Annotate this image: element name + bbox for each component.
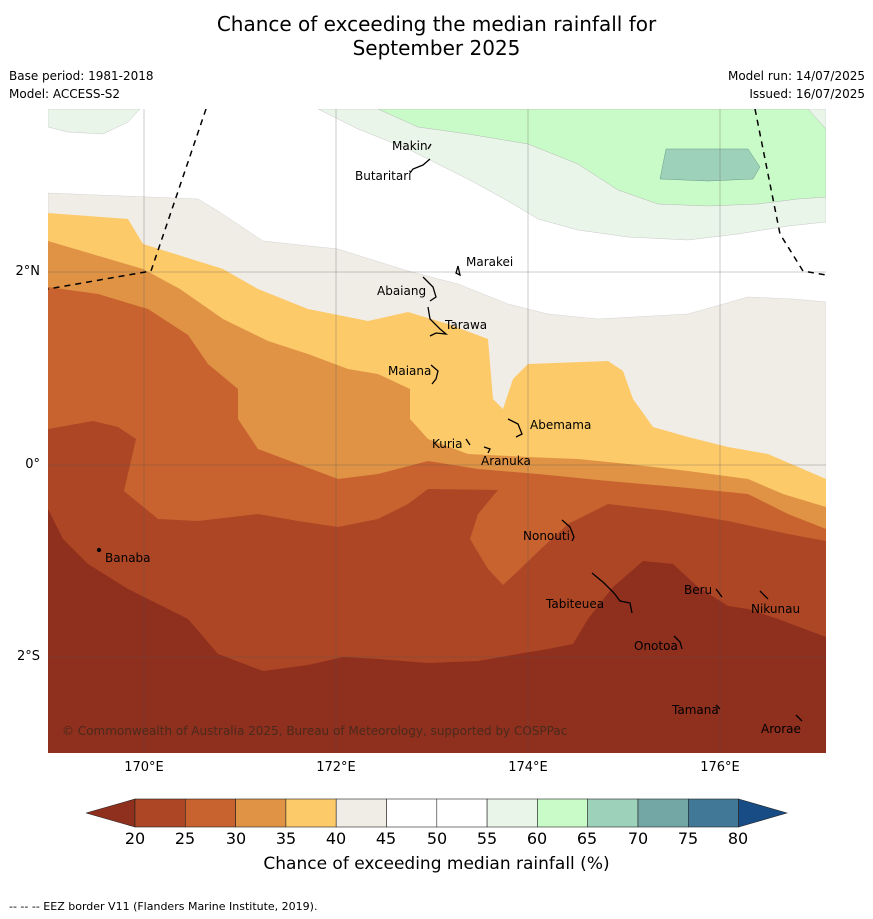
map-svg bbox=[48, 109, 826, 753]
lon-label-170: 170°E bbox=[124, 760, 164, 775]
lat-label-0: 0° bbox=[25, 457, 40, 472]
label-tamana: Tamana bbox=[672, 703, 719, 717]
base-period: Base period: 1981-2018 bbox=[9, 69, 154, 83]
island-nikunau bbox=[759, 590, 769, 600]
meta-left: Base period: 1981-2018 Model: ACCESS-S2 bbox=[9, 67, 154, 103]
island-nonouti bbox=[561, 519, 575, 542]
label-marakei: Marakei bbox=[466, 255, 514, 269]
island-maiana bbox=[430, 364, 439, 385]
band-55-60-west bbox=[48, 109, 141, 135]
colorbar-70-75 bbox=[637, 798, 689, 828]
island-tamana bbox=[715, 704, 721, 710]
cb-tick-25: 25 bbox=[174, 829, 196, 848]
label-banaba: Banaba bbox=[105, 551, 151, 565]
colorbar-below-20 bbox=[84, 798, 136, 828]
label-aranuka: Aranuka bbox=[481, 454, 531, 468]
colorbar-40-45 bbox=[335, 798, 387, 828]
colorbar-75-80 bbox=[687, 798, 739, 828]
colorbar-above-80 bbox=[738, 798, 789, 828]
cb-tick-60: 60 bbox=[526, 829, 548, 848]
label-maiana: Maiana bbox=[388, 364, 432, 378]
colorbar-45-50 bbox=[386, 798, 438, 828]
band-60-65 bbox=[377, 109, 826, 207]
colorbar-60-65 bbox=[537, 798, 588, 828]
island-abaiang bbox=[422, 276, 437, 302]
island-tabiteuea bbox=[591, 572, 633, 614]
model-name: Model: ACCESS-S2 bbox=[9, 87, 121, 101]
label-abaiang: Abaiang bbox=[377, 284, 427, 298]
cb-tick-70: 70 bbox=[627, 829, 649, 848]
island-abemama bbox=[507, 418, 523, 438]
lat-label-2s: 2°S bbox=[16, 649, 40, 664]
colorbar-55-60 bbox=[486, 798, 538, 828]
cb-tick-45: 45 bbox=[375, 829, 397, 848]
cb-tick-80: 80 bbox=[727, 829, 749, 848]
label-tabiteuea: Tabiteuea bbox=[546, 597, 605, 611]
cb-tick-55: 55 bbox=[476, 829, 498, 848]
title-line-1: Chance of exceeding the median rainfall … bbox=[216, 12, 657, 36]
rainfall-map: Makin Butaritari Marakei Abaiang Tarawa … bbox=[48, 109, 826, 753]
label-abemama: Abemama bbox=[530, 418, 592, 432]
colorbar-svg bbox=[84, 798, 789, 828]
cb-tick-50: 50 bbox=[426, 829, 448, 848]
colorbar-title: Chance of exceeding median rainfall (%) bbox=[263, 854, 610, 874]
eez-footnote: -- -- -- EEZ border V11 (Flanders Marine… bbox=[9, 900, 318, 913]
islands bbox=[96, 143, 803, 722]
band-below-20 bbox=[48, 509, 826, 753]
label-tarawa: Tarawa bbox=[445, 318, 488, 332]
island-marakei bbox=[455, 265, 461, 277]
label-arorae: Arorae bbox=[761, 722, 801, 736]
cb-tick-40: 40 bbox=[325, 829, 347, 848]
label-nikunau: Nikunau bbox=[751, 602, 801, 616]
issued-date: Issued: 16/07/2025 bbox=[749, 87, 865, 101]
meta-right: Model run: 14/07/2025 Issued: 16/07/2025 bbox=[728, 67, 865, 103]
map-title: Chance of exceeding the median rainfall … bbox=[0, 12, 873, 60]
colorbar-30-35 bbox=[235, 798, 287, 828]
colorbar bbox=[84, 798, 789, 830]
lon-label-172: 172°E bbox=[316, 760, 356, 775]
island-arorae bbox=[795, 714, 803, 722]
eez-border bbox=[48, 109, 826, 290]
title-line-2: September 2025 bbox=[352, 36, 521, 60]
colorbar-65-70 bbox=[587, 798, 639, 828]
label-kuria: Kuria bbox=[432, 437, 463, 451]
label-onotoa: Onotoa bbox=[634, 639, 678, 653]
band-65-70 bbox=[659, 148, 761, 182]
label-nonouti: Nonouti bbox=[523, 529, 570, 543]
lat-label-2n: 2°N bbox=[15, 264, 41, 279]
cb-tick-65: 65 bbox=[576, 829, 598, 848]
island-tarawa bbox=[427, 306, 449, 337]
island-makin bbox=[427, 143, 432, 150]
colorbar-25-30 bbox=[185, 798, 236, 828]
colorbar-20-25 bbox=[134, 798, 186, 828]
island-kuria bbox=[465, 438, 471, 446]
model-run-date: Model run: 14/07/2025 bbox=[727, 69, 865, 83]
island-banaba bbox=[96, 547, 102, 553]
label-makin: Makin bbox=[392, 139, 428, 153]
colorbar-35-40 bbox=[285, 798, 337, 828]
copyright-notice: © Commonwealth of Australia 2025, Bureau… bbox=[62, 724, 568, 738]
colorbar-50-55 bbox=[436, 798, 488, 828]
label-beru: Beru bbox=[684, 583, 713, 597]
island-beru bbox=[715, 588, 723, 598]
cb-tick-30: 30 bbox=[225, 829, 247, 848]
island-butaritari bbox=[409, 158, 431, 174]
island-onotoa bbox=[673, 635, 683, 650]
lon-label-174: 174°E bbox=[508, 760, 548, 775]
island-aranuka bbox=[483, 446, 491, 454]
graticule bbox=[48, 109, 826, 753]
lon-label-176: 176°E bbox=[700, 760, 740, 775]
eez-border-west bbox=[48, 109, 207, 290]
label-butaritari: Butaritari bbox=[355, 169, 412, 183]
cb-tick-35: 35 bbox=[275, 829, 297, 848]
cb-tick-75: 75 bbox=[677, 829, 699, 848]
cb-tick-20: 20 bbox=[124, 829, 146, 848]
